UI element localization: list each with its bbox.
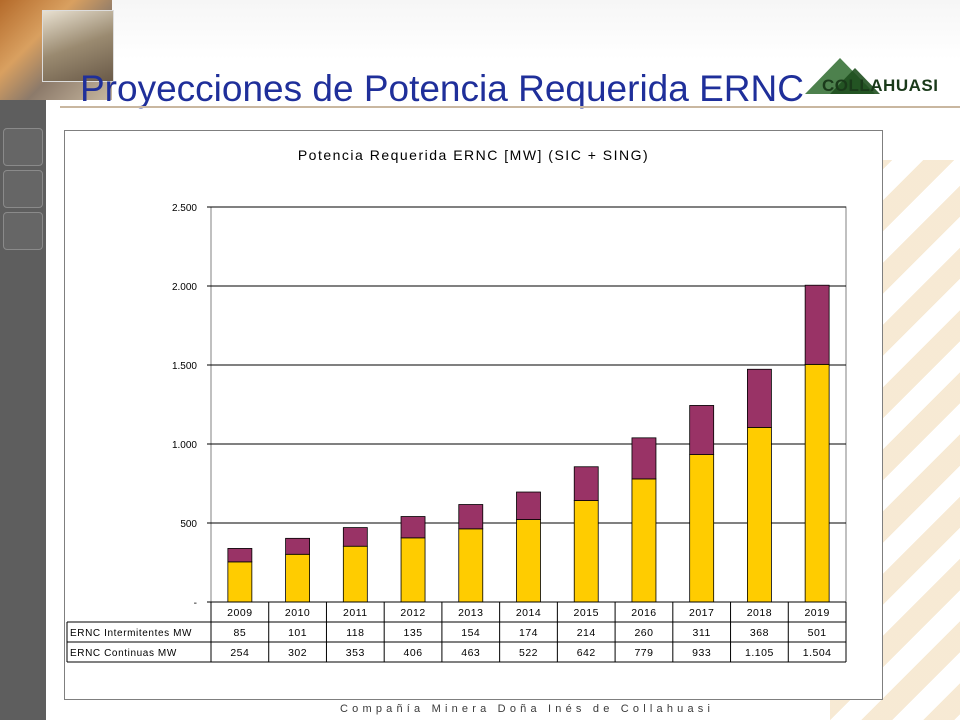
bar-segment <box>227 561 253 603</box>
bar-segment <box>689 454 715 603</box>
data-table-value: 353 <box>346 647 365 659</box>
x-category-label: 2015 <box>574 607 599 619</box>
data-table-value: 522 <box>519 647 538 659</box>
bar-segment <box>227 548 253 563</box>
slide-title: Proyecciones de Potencia Requerida ERNC <box>80 68 804 109</box>
x-category-label: 2013 <box>458 607 483 619</box>
x-category-label: 2009 <box>227 607 252 619</box>
data-table-value: 174 <box>519 627 538 639</box>
y-tick-label: 2.000 <box>172 282 197 293</box>
bar-segment <box>516 519 541 603</box>
header-photo-inset <box>42 10 114 82</box>
sidebar-button[interactable] <box>3 212 43 250</box>
bar-segment <box>342 527 368 547</box>
data-table-value: 260 <box>634 627 653 639</box>
y-tick-label: 1.000 <box>172 440 197 451</box>
x-category-label: 2010 <box>285 607 310 619</box>
data-table-value: 311 <box>693 627 711 639</box>
data-table-value: 214 <box>577 627 596 639</box>
data-table-value: 642 <box>577 647 596 659</box>
data-table-series-name: ERNC Continuas MW <box>70 648 177 659</box>
y-tick-label: 500 <box>180 519 197 530</box>
footer-text: Compañía Minera Doña Inés de Collahuasi <box>340 703 715 715</box>
data-table-value: 85 <box>234 627 247 639</box>
chart-title: Potencia Requerida ERNC [MW] (SIC + SING… <box>297 147 650 163</box>
bar-segment <box>342 545 368 603</box>
data-table-value: 406 <box>404 647 423 659</box>
x-category-label: 2018 <box>747 607 772 619</box>
data-table-value: 254 <box>230 647 249 659</box>
data-table-value: 302 <box>288 647 307 659</box>
x-category-label: 2019 <box>804 607 829 619</box>
sidebar-button[interactable] <box>3 128 43 166</box>
bar-segment <box>458 528 484 603</box>
bar-segment <box>285 537 310 555</box>
data-table-value: 154 <box>461 627 480 639</box>
data-table-value: 1.105 <box>745 647 774 659</box>
stacked-bar-chart: - 500 1.000 1.500 2.000 2.500 2009 2010 2011 2012… <box>66 203 847 663</box>
title-divider <box>60 106 960 108</box>
bar-segment <box>747 427 772 603</box>
slide-sidebar <box>0 0 46 720</box>
bar-segment <box>516 491 541 520</box>
data-table-value: 135 <box>404 627 423 639</box>
sidebar-button[interactable] <box>3 170 43 208</box>
logo-text: COLLAHUASI <box>822 76 939 95</box>
bar-segment <box>573 500 599 603</box>
y-tick-label: - <box>194 598 197 609</box>
x-category-label: 2014 <box>516 607 541 619</box>
data-table-value: 933 <box>692 647 711 659</box>
header-band <box>112 0 960 60</box>
data-table-value: 1.504 <box>803 647 832 659</box>
bar-segment <box>804 363 830 603</box>
x-category-label: 2012 <box>400 607 425 619</box>
chart-panel: Potencia Requerida ERNC [MW] (SIC + SING… <box>64 130 883 700</box>
x-category-label: 2016 <box>631 607 656 619</box>
bar-segment <box>285 553 310 603</box>
data-table-value: 779 <box>634 647 653 659</box>
bar-segment <box>400 537 426 603</box>
data-table-value: 463 <box>461 647 480 659</box>
data-table-value: 118 <box>346 627 364 639</box>
x-category-label: 2017 <box>689 607 714 619</box>
bar-segment <box>400 516 426 539</box>
collahuasi-logo <box>805 58 880 94</box>
bar-segment <box>804 284 830 365</box>
data-table-value: 368 <box>750 627 769 639</box>
x-category-label: 2011 <box>343 607 368 619</box>
data-table-value: 101 <box>288 627 307 639</box>
data-table-value: 501 <box>808 627 827 639</box>
bar-segment <box>747 368 772 428</box>
bar-segment <box>631 437 657 480</box>
data-table-series-name: ERNC Intermitentes MW <box>70 628 192 639</box>
bar-segment <box>631 478 657 603</box>
bar-segment <box>458 504 484 530</box>
y-tick-label: 2.500 <box>172 203 197 214</box>
bar-segment <box>689 405 715 455</box>
y-tick-label: 1.500 <box>172 361 197 372</box>
bar-segment <box>573 466 599 501</box>
